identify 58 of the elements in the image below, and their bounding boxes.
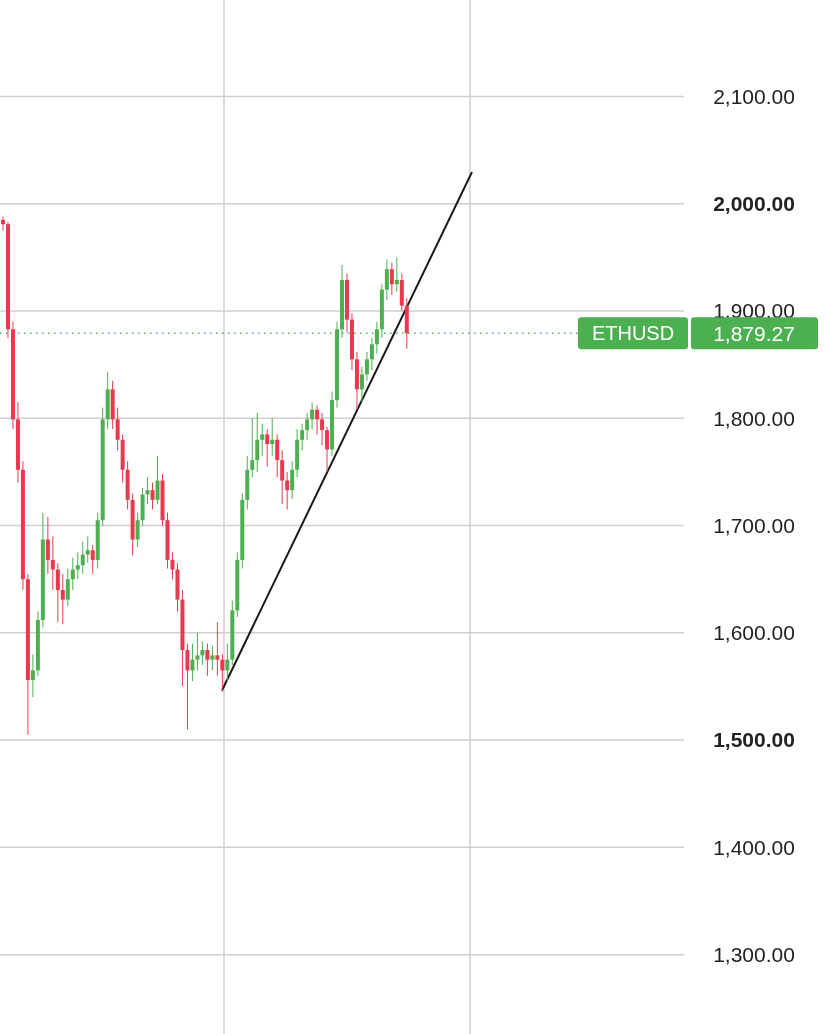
candlestick	[45, 516, 50, 575]
candlestick	[250, 417, 255, 478]
candlestick	[285, 471, 290, 510]
candlestick	[225, 643, 230, 682]
candlestick	[195, 632, 200, 671]
y-tick-label: 1,900.00	[713, 299, 795, 323]
candlestick	[270, 417, 275, 457]
candlestick	[55, 562, 60, 623]
candlestick	[275, 433, 280, 478]
candlestick	[310, 401, 315, 430]
y-tick-label: 2,000.00	[713, 192, 795, 216]
y-tick-label: 1,700.00	[713, 513, 795, 537]
candlestick	[300, 423, 305, 451]
candlestick	[115, 407, 120, 451]
candlestick	[369, 337, 374, 371]
candlestick	[50, 535, 55, 591]
y-tick-label: 1,800.00	[713, 406, 795, 430]
candlestick	[65, 567, 70, 607]
candlestick	[135, 512, 140, 548]
candlestick	[1, 216, 5, 232]
ref-line-label: 1,879.27	[713, 321, 795, 345]
candlestick	[315, 404, 320, 435]
candlestick	[215, 621, 220, 677]
candlestick	[80, 541, 85, 575]
y-tick-label: 1,500.00	[713, 728, 795, 752]
candlestick	[70, 557, 75, 591]
candlestick	[325, 426, 330, 473]
candlestick	[290, 460, 295, 500]
y-tick-label: 2,100.00	[713, 84, 795, 108]
candlestick	[60, 573, 65, 625]
candlestick	[190, 643, 195, 682]
candlestick	[384, 259, 389, 301]
candlestick	[150, 482, 155, 510]
candlestick	[205, 643, 210, 677]
candlestick	[265, 428, 270, 468]
y-tick-label: 1,300.00	[713, 942, 795, 966]
candlestick	[260, 423, 265, 457]
candlestick	[320, 412, 325, 446]
candlestick	[30, 653, 35, 698]
candlestick	[359, 366, 364, 403]
candlestick	[389, 262, 394, 296]
candlestick	[280, 450, 285, 505]
y-tick-label: 1,600.00	[713, 621, 795, 645]
candlestick	[75, 551, 80, 580]
candlestick	[220, 653, 225, 693]
candlestick	[85, 535, 90, 564]
candlestick	[255, 412, 260, 473]
y-tick-label: 1,400.00	[713, 835, 795, 859]
candlestick	[305, 412, 310, 441]
candlestick	[394, 256, 399, 293]
candlestick	[155, 455, 160, 505]
candlestick	[364, 351, 369, 382]
candlestick	[90, 544, 95, 575]
candlestick	[200, 640, 205, 666]
annotation: ETHUSD	[591, 322, 675, 345]
candlestick	[185, 643, 190, 730]
candlestick	[145, 476, 150, 505]
candlestick	[210, 645, 215, 671]
